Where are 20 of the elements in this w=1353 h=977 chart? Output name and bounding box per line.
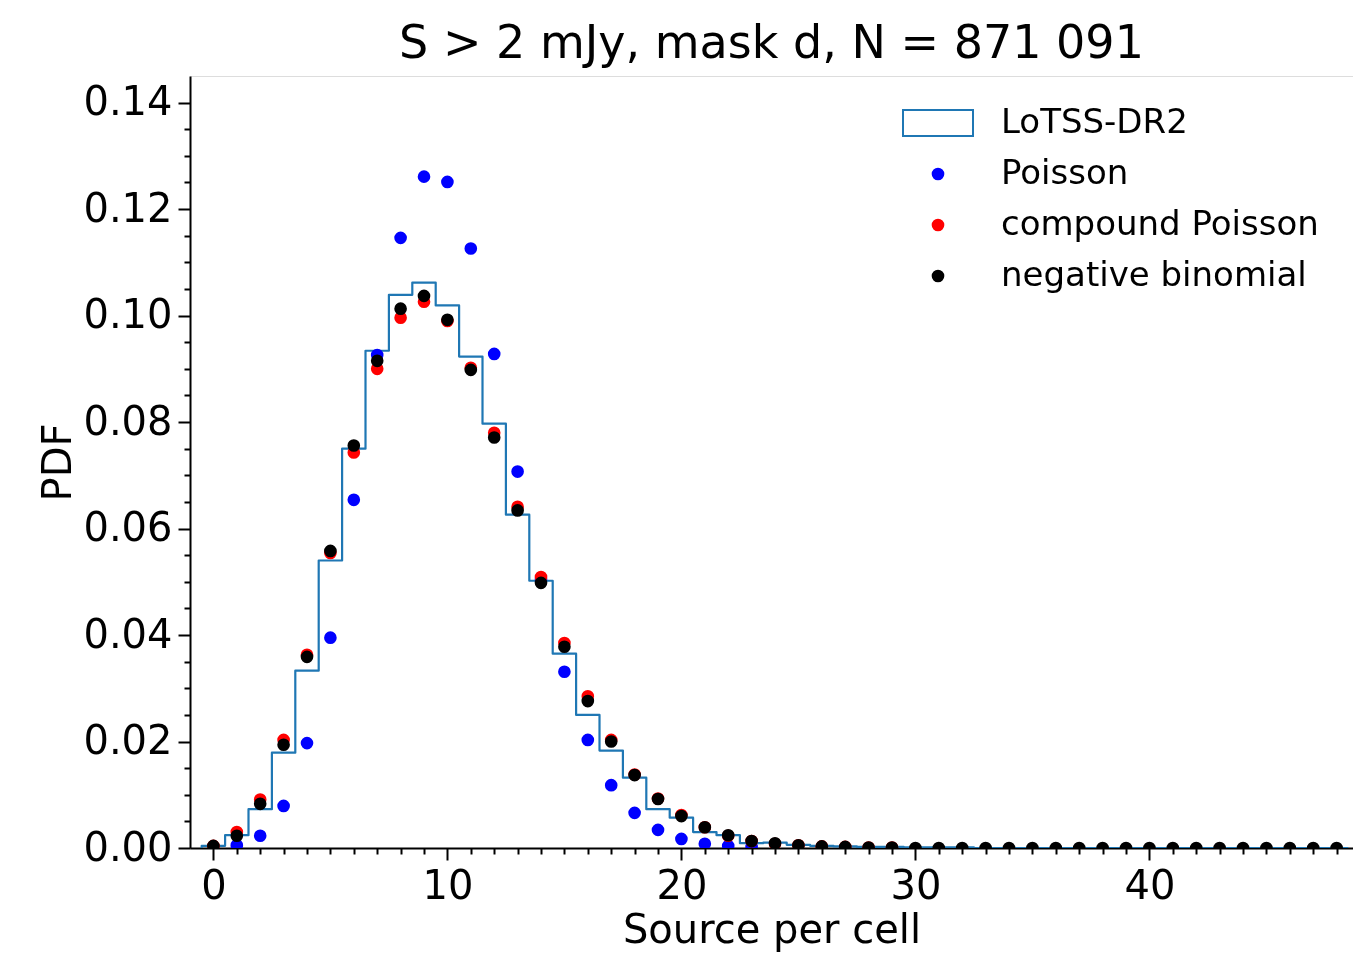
y-tick-label: 0.10 <box>83 291 173 338</box>
y-tick-label: 0.00 <box>83 823 173 870</box>
y-tick-label: 0.12 <box>83 184 173 231</box>
x-tick-label: 30 <box>890 861 942 908</box>
legend-label: LoTSS-DR2 <box>1001 101 1188 141</box>
legend-label: compound Poisson <box>1001 203 1319 243</box>
x-tick-label: 0 <box>201 861 227 908</box>
y-tick-label: 0.08 <box>83 397 173 444</box>
legend-label: negative binomial <box>1001 254 1307 294</box>
x-tick-label: 10 <box>422 861 474 908</box>
y-tick-label: 0.04 <box>83 610 173 657</box>
chart-title: S > 2 mJy, mask d, N = 871 091 <box>399 15 1144 69</box>
legend-label: Poisson <box>1001 152 1129 192</box>
x-axis-title: Source per cell <box>622 905 922 952</box>
y-tick-label: 0.02 <box>83 717 173 764</box>
y-tick-label: 0.06 <box>83 504 173 551</box>
y-tick-label: 0.14 <box>83 78 173 125</box>
y-axis-title: PDF <box>34 423 81 502</box>
x-tick-label: 20 <box>656 861 708 908</box>
x-tick-label: 40 <box>1124 861 1176 908</box>
